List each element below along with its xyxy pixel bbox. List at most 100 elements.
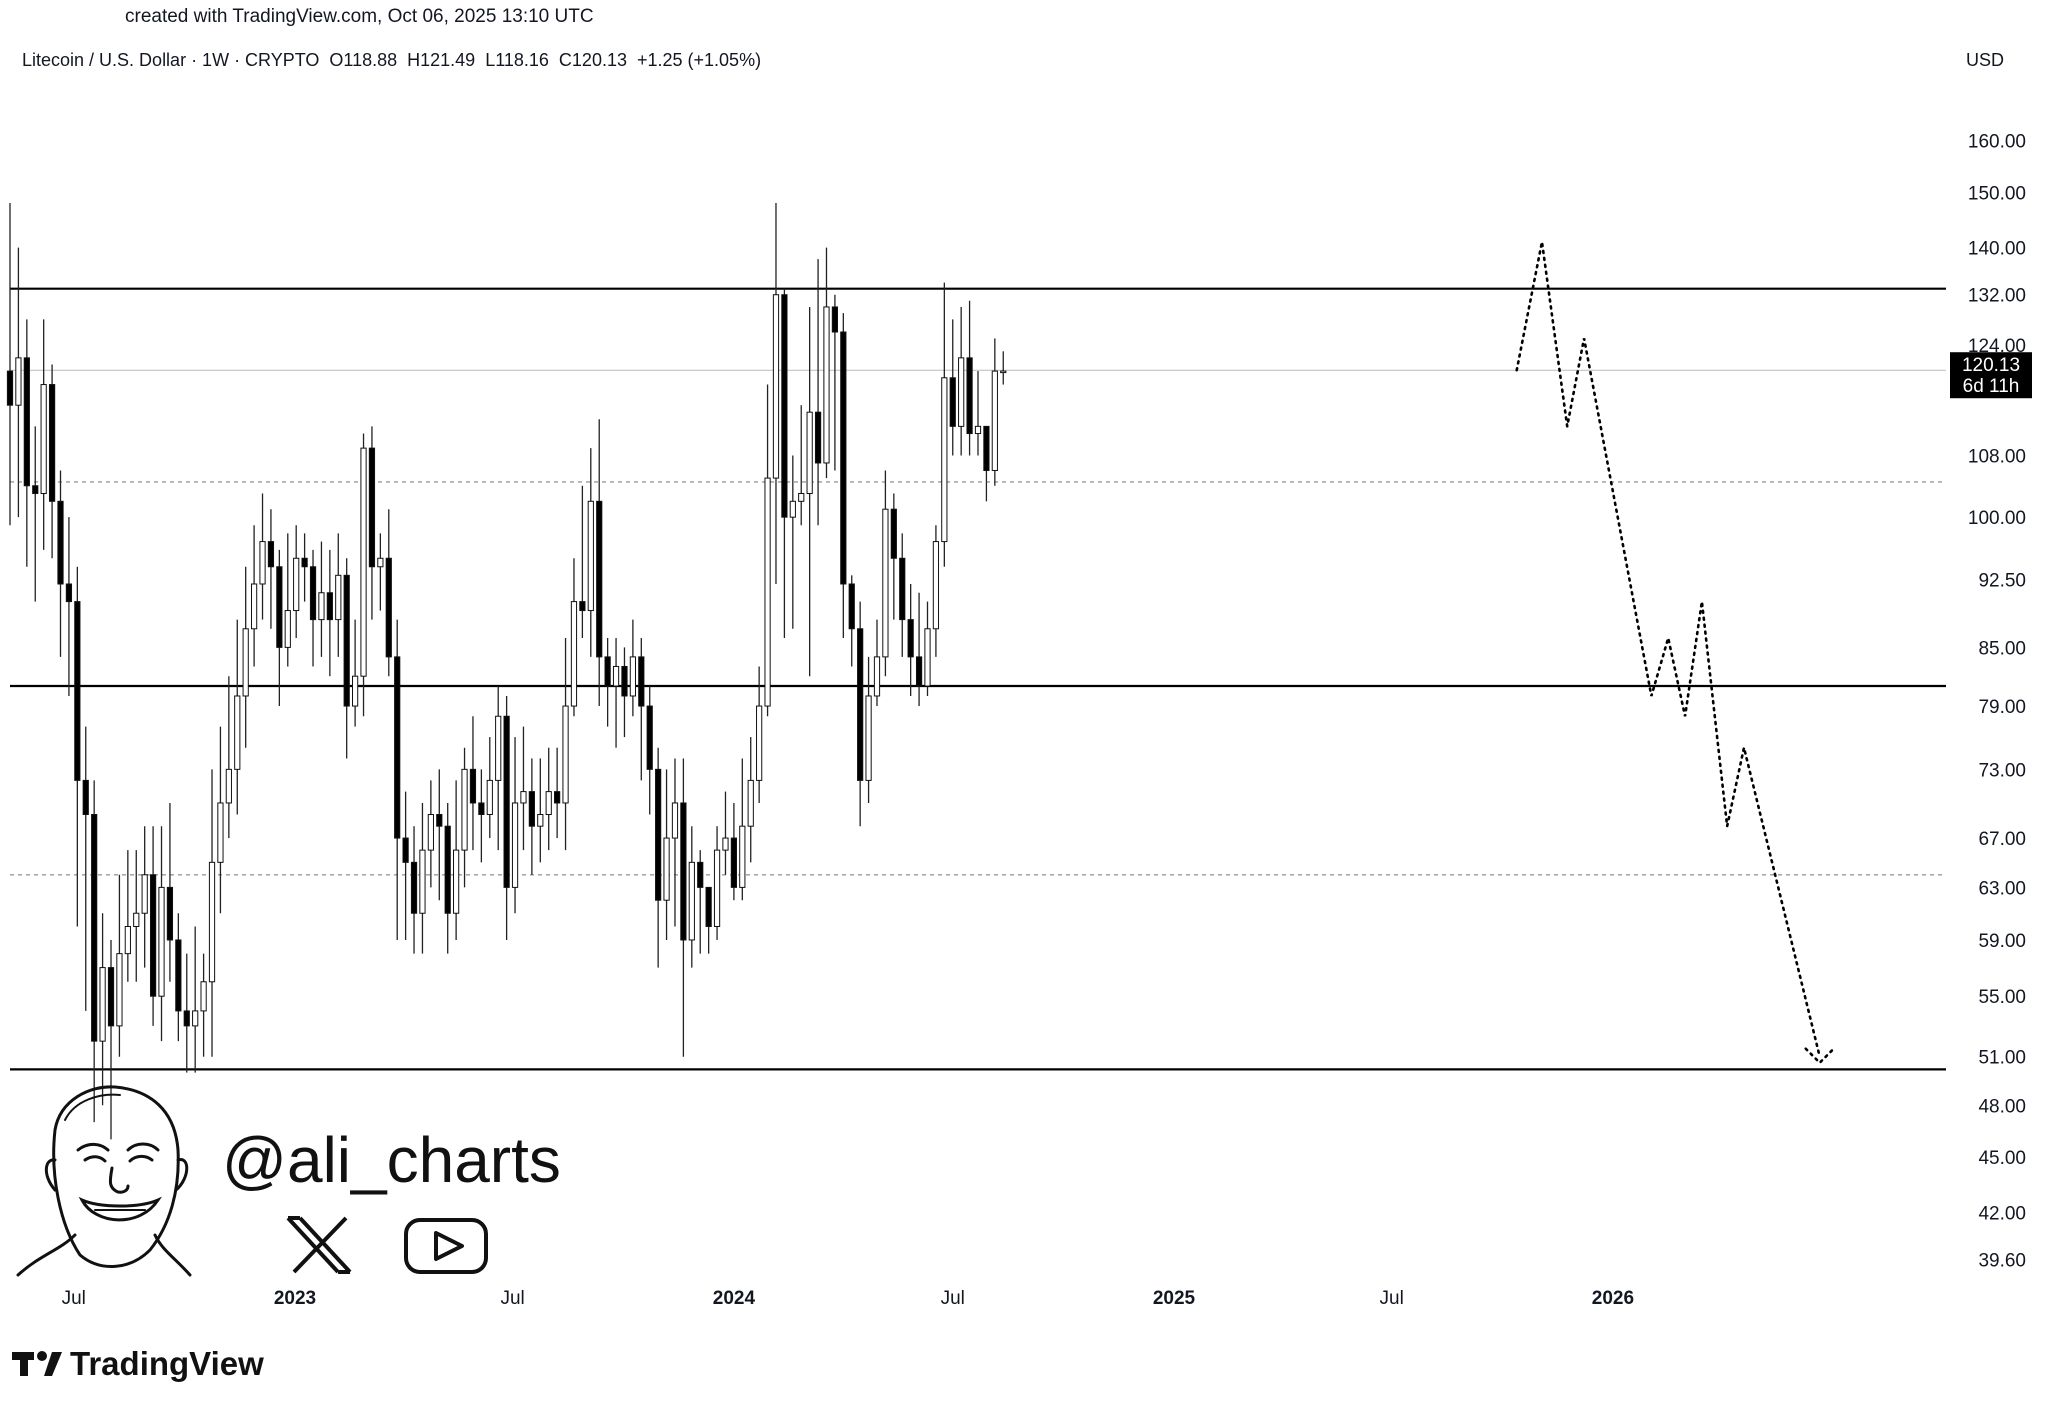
candle-down bbox=[697, 861, 704, 888]
author-handle: @ali_charts bbox=[222, 1124, 561, 1196]
x-icon[interactable] bbox=[286, 1216, 352, 1274]
last-price-value: 120.13 bbox=[1962, 355, 2020, 376]
candle-down bbox=[781, 294, 788, 518]
attribution-text: created with TradingView.com, Oct 06, 20… bbox=[125, 6, 594, 27]
candle-down bbox=[857, 628, 864, 781]
tradingview-logo[interactable]: TradingView bbox=[12, 1345, 264, 1382]
candle-up bbox=[772, 294, 780, 479]
y-tick-label: 108.00 bbox=[1968, 447, 2026, 468]
candle-up bbox=[259, 541, 266, 585]
candle-up bbox=[40, 384, 47, 494]
y-tick-label: 42.00 bbox=[1978, 1203, 2026, 1224]
candle-up bbox=[873, 656, 881, 697]
candle-down bbox=[175, 939, 182, 1012]
price-axis[interactable]: 160.00 150.00 140.00 132.00 124.00 108.00 100.… bbox=[1968, 132, 2026, 1272]
candle-up bbox=[789, 500, 796, 518]
candle-down bbox=[343, 574, 350, 707]
candle-up bbox=[352, 675, 359, 707]
candle-up bbox=[225, 768, 232, 804]
candle-up bbox=[116, 953, 123, 1027]
candle-down bbox=[394, 656, 401, 839]
candle-down bbox=[326, 592, 333, 621]
candle-up bbox=[318, 592, 325, 621]
x-tick-label: Jul bbox=[1380, 1288, 1404, 1309]
tradingview-logo-icon bbox=[12, 1351, 62, 1376]
candle-down bbox=[621, 665, 628, 697]
candle-down bbox=[91, 813, 98, 1042]
candle-up bbox=[663, 837, 670, 901]
candle-up bbox=[217, 802, 224, 863]
candle-up bbox=[570, 601, 578, 707]
y-tick-label: 92.50 bbox=[1978, 571, 2026, 592]
candle-down bbox=[705, 886, 712, 927]
candle-down bbox=[267, 541, 275, 568]
youtube-play-icon[interactable] bbox=[404, 1218, 488, 1274]
x-tick-label: 2024 bbox=[713, 1288, 756, 1309]
candle-down bbox=[503, 715, 510, 888]
candle-down bbox=[410, 861, 418, 914]
candle-down bbox=[554, 791, 561, 804]
x-tick-label: Jul bbox=[500, 1288, 524, 1309]
candle-up bbox=[562, 705, 569, 804]
y-tick-label: 67.00 bbox=[1978, 829, 2026, 850]
y-tick-label: 63.00 bbox=[1978, 878, 2026, 899]
candle-up bbox=[158, 886, 165, 997]
y-tick-label: 73.00 bbox=[1978, 760, 2026, 781]
y-tick-label: 55.00 bbox=[1978, 987, 2026, 1008]
candle-up bbox=[629, 656, 636, 697]
candle-down bbox=[402, 837, 409, 863]
ali-charts-avatar bbox=[16, 1085, 192, 1277]
forecast-dotted-line bbox=[1515, 241, 1822, 1059]
candle-down bbox=[814, 411, 822, 464]
candle-down bbox=[528, 791, 535, 827]
candle-up bbox=[208, 861, 216, 983]
candle-down bbox=[680, 802, 687, 941]
candle-down bbox=[48, 384, 56, 502]
candle-up bbox=[486, 779, 493, 815]
x-tick-label: Jul bbox=[62, 1288, 86, 1309]
candle-up bbox=[133, 912, 140, 927]
x-tick-label: 2023 bbox=[274, 1288, 316, 1309]
candle-down bbox=[579, 601, 586, 612]
x-tick-label: Jul bbox=[941, 1288, 965, 1309]
candle-down bbox=[82, 779, 89, 815]
candle-up bbox=[612, 665, 620, 687]
candle-up bbox=[537, 813, 544, 827]
candle-up bbox=[192, 1010, 199, 1027]
candle-down bbox=[890, 508, 897, 559]
candle-down bbox=[6, 370, 14, 406]
candle-up bbox=[688, 861, 695, 941]
candle-up bbox=[865, 695, 872, 781]
y-tick-label: 45.00 bbox=[1978, 1148, 2026, 1169]
candle-up bbox=[200, 981, 207, 1012]
candle-up bbox=[958, 357, 965, 427]
candle-down bbox=[444, 825, 451, 914]
x-tick-label: 2026 bbox=[1592, 1288, 1634, 1309]
candle-down bbox=[840, 331, 847, 585]
candle-up bbox=[99, 967, 106, 1042]
symbol-info-line: Litecoin / U.S. Dollar · 1W · CRYPTO O11… bbox=[22, 50, 761, 70]
candle-up bbox=[713, 849, 721, 927]
y-tick-label: 150.00 bbox=[1968, 183, 2026, 204]
candle-up bbox=[15, 357, 22, 406]
y-tick-label: 51.00 bbox=[1978, 1048, 2026, 1069]
candle-up bbox=[419, 849, 426, 914]
x-tick-label: 2025 bbox=[1153, 1288, 1196, 1309]
candle-down bbox=[276, 566, 283, 648]
candle-up bbox=[722, 837, 729, 851]
price-levels bbox=[10, 287, 1946, 1071]
tradingview-wordmark: TradingView bbox=[70, 1345, 264, 1382]
currency-label: USD bbox=[1966, 50, 2004, 70]
candle-up bbox=[520, 791, 527, 804]
candle-up bbox=[124, 925, 131, 955]
candle-down bbox=[604, 656, 611, 687]
candle-down bbox=[368, 447, 376, 568]
candle-down bbox=[65, 583, 73, 603]
candle-down bbox=[655, 768, 662, 901]
candle-up bbox=[924, 628, 931, 687]
candle-up bbox=[1000, 370, 1007, 374]
candle-up bbox=[377, 557, 384, 568]
time-axis[interactable]: Jul 2023 Jul 2024 Jul 2025 Jul 2026 bbox=[62, 1288, 1634, 1309]
candle-up bbox=[293, 557, 300, 612]
